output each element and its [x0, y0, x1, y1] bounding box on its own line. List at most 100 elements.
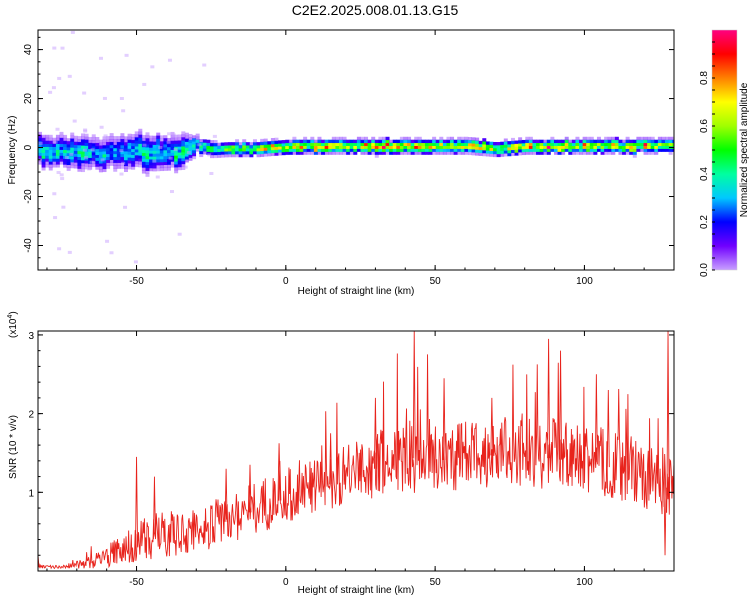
spectrogram-cell — [109, 150, 114, 155]
spectrogram-cell — [156, 138, 161, 142]
spectrogram-cell — [618, 151, 623, 155]
spectrogram-cell — [478, 149, 483, 153]
spectrogram-cell — [335, 136, 340, 141]
spectrogram-cell — [138, 137, 143, 141]
spectrogram-cell — [138, 140, 143, 144]
spectrogram-cell — [106, 150, 111, 155]
spectrogram-cell — [192, 147, 197, 151]
spectrogram-cell — [586, 136, 591, 141]
spectrogram-cell — [77, 141, 82, 146]
spectrogram-cell — [184, 135, 189, 139]
spectrogram-cell — [313, 142, 318, 146]
spectrogram-cell — [274, 137, 279, 142]
spectrogram-noise-cell — [173, 148, 178, 152]
spectrogram-cell — [493, 147, 498, 152]
spectrogram-cell — [593, 151, 598, 155]
spectrogram-cell — [632, 142, 637, 146]
spectrogram-cell — [460, 151, 465, 155]
spectrogram-noise-cell — [99, 125, 104, 129]
spectrogram-cell — [614, 139, 619, 144]
spectrogram-cell — [295, 145, 300, 149]
spectrogram-cell — [145, 173, 150, 177]
spectrogram-cell — [235, 142, 240, 146]
spectrogram-noise-cell — [87, 167, 92, 171]
spectrogram-cell — [464, 136, 469, 141]
spectrogram-noise-cell — [48, 90, 53, 94]
spectrogram-cell — [166, 164, 171, 168]
spectrogram-noise-cell — [67, 74, 72, 78]
spectrogram-cell — [174, 164, 179, 168]
spectrogram-cell — [84, 160, 89, 164]
spectrogram-cell — [317, 142, 322, 146]
spectrogram-cell — [342, 142, 347, 146]
spectrogram-cell — [134, 151, 139, 156]
spectrogram-cell — [399, 136, 404, 141]
spectrogram-cell — [460, 148, 465, 152]
spectrogram-cell — [550, 139, 555, 144]
spectrogram-cell — [84, 163, 89, 167]
spectrogram-cell — [73, 138, 78, 143]
spectrogram-cell — [66, 141, 71, 145]
spectrogram-noise-cell — [142, 143, 147, 147]
spectrogram-cell — [88, 151, 93, 156]
spectrogram-cell — [553, 151, 558, 155]
spectrogram-cell — [493, 150, 498, 155]
spectrogram-cell — [170, 143, 175, 148]
spectrogram-cell — [138, 158, 143, 162]
spectrogram-cell — [84, 136, 89, 141]
spectrogram-cell — [149, 159, 154, 163]
spectrogram-cell — [528, 142, 533, 146]
spectrogram-cell — [170, 158, 175, 162]
spectrogram-cell — [579, 145, 584, 149]
spectrogram-cell — [95, 145, 100, 150]
spectrogram-cell — [335, 151, 340, 155]
spectrogram-cell — [292, 142, 297, 146]
spectrogram-cell — [98, 151, 103, 155]
spectrogram-cell — [507, 144, 512, 148]
spectrogram-cell — [63, 164, 68, 168]
spectrogram-cell — [324, 142, 329, 146]
spectrogram-cell — [73, 165, 78, 169]
spectrogram-cell — [579, 148, 584, 152]
spectrogram-cell — [374, 154, 379, 158]
spectrogram-cell — [453, 139, 458, 144]
spectrogram-cell — [59, 149, 64, 153]
spectrogram-cell — [184, 153, 189, 157]
spectrogram-cell — [399, 151, 404, 155]
spectrogram-cell — [177, 137, 182, 141]
spectrogram-cell — [496, 150, 501, 155]
spectrogram-cell — [238, 145, 243, 149]
spectrogram-cells — [38, 30, 674, 264]
spectrogram-cell — [672, 136, 674, 141]
spectrogram-cell — [55, 140, 60, 145]
spectrogram-cell — [102, 165, 107, 170]
spectrogram-cell — [123, 139, 128, 143]
spectrogram-cell — [66, 161, 71, 165]
spectrogram-cell — [184, 132, 189, 137]
spectrogram-cell — [381, 151, 386, 155]
spectrogram-cell — [192, 149, 197, 154]
spectrogram-cell — [95, 157, 100, 161]
spectrogram-cell — [654, 151, 659, 155]
spectrogram-cell — [439, 136, 444, 141]
figure-title: C2E2.2025.008.01.13.G15 — [292, 2, 459, 18]
spectrogram-cell — [181, 157, 186, 162]
spectrogram-cell — [141, 134, 146, 139]
spectrogram-noise-cell — [119, 97, 124, 100]
spectrogram-cell — [123, 162, 128, 167]
spectrogram-cell — [525, 148, 530, 152]
spectrogram-cell — [116, 147, 121, 152]
spectrogram-cell — [625, 148, 630, 152]
spectrogram-cell — [414, 136, 419, 141]
spectrogram-cell — [278, 140, 283, 144]
spectrogram-cell — [654, 145, 659, 149]
spectrogram-cell — [496, 144, 501, 149]
spectrogram-cell — [328, 148, 333, 152]
spectrogram-cell — [131, 145, 136, 150]
spectrogram-cell — [59, 158, 64, 162]
snr-xtick-label: 0 — [283, 577, 289, 588]
spectrogram-cell — [141, 164, 146, 168]
spectrogram-cell — [156, 135, 161, 139]
spectrogram-cell — [188, 157, 193, 161]
spectrogram-cell — [310, 142, 315, 146]
